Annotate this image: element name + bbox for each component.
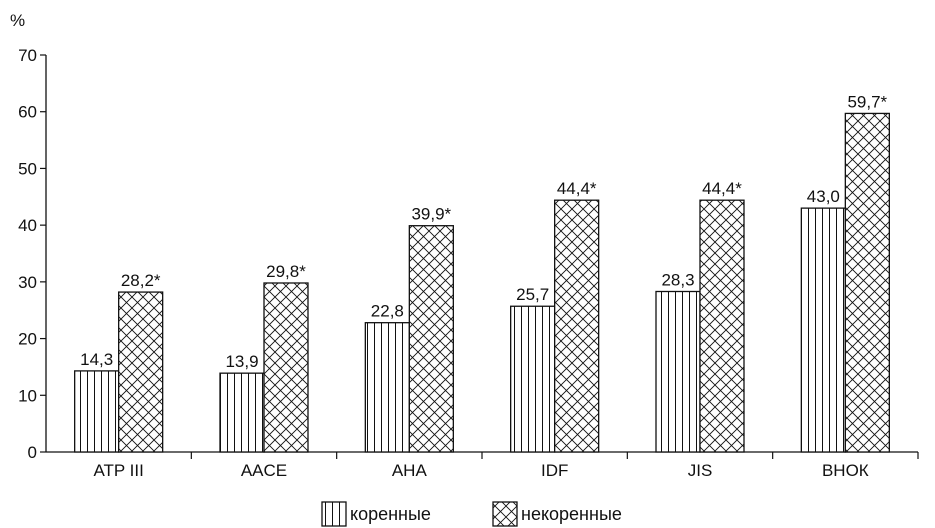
bar-nekorennye	[844, 112, 890, 453]
data-label: 44,4*	[557, 179, 597, 198]
bar-korennye	[800, 207, 846, 453]
x-category-label: ATP III	[93, 461, 143, 480]
x-category-label: JIS	[688, 461, 713, 480]
legend: коренные некоренные	[321, 501, 622, 527]
data-label: 29,8*	[266, 262, 306, 281]
legend-swatch-korennye	[321, 501, 347, 527]
y-tick-label: 50	[18, 159, 37, 178]
bar-korennye	[655, 290, 701, 453]
bar-korennye	[74, 370, 120, 453]
y-tick-label: 40	[18, 216, 37, 235]
data-label: 44,4*	[702, 179, 742, 198]
data-label: 43,0	[807, 187, 840, 206]
data-label: 39,9*	[411, 205, 451, 224]
legend-label-korennye: коренные	[350, 504, 431, 524]
y-tick-label: 70	[18, 46, 37, 65]
x-category-label: ВНОК	[822, 461, 869, 480]
bar-korennye	[219, 372, 265, 453]
bar-nekorennye	[263, 282, 309, 453]
y-tick-label: 10	[18, 386, 37, 405]
y-tick-label: 60	[18, 103, 37, 122]
data-label: 59,7*	[847, 92, 887, 111]
bar-nekorennye	[118, 291, 164, 453]
data-label: 28,3	[661, 270, 694, 289]
y-axis-unit-label: %	[10, 11, 25, 30]
bar-korennye	[510, 305, 556, 453]
y-tick-label: 30	[18, 273, 37, 292]
data-label: 25,7	[516, 285, 549, 304]
bar-nekorennye	[408, 225, 454, 453]
x-category-label: AACE	[241, 461, 287, 480]
legend-label-nekorennye: некоренные	[521, 504, 622, 524]
bar-korennye	[364, 322, 410, 453]
data-label: 22,8	[371, 302, 404, 321]
x-category-label: IDF	[541, 461, 568, 480]
legend-swatch-nekorennye	[492, 501, 518, 527]
bar-nekorennye	[554, 199, 600, 453]
y-tick-label: 20	[18, 330, 37, 349]
bar-nekorennye	[699, 199, 745, 453]
plot-area: % 0 10 20 30 40 50 60 70 ATP III 14,3 28,2* AACE 13,9…	[10, 11, 919, 480]
data-label: 13,9	[225, 352, 258, 371]
data-label: 28,2*	[121, 271, 161, 290]
y-tick-label: 0	[28, 443, 37, 462]
x-category-label: AHA	[392, 461, 428, 480]
data-label: 14,3	[80, 350, 113, 369]
